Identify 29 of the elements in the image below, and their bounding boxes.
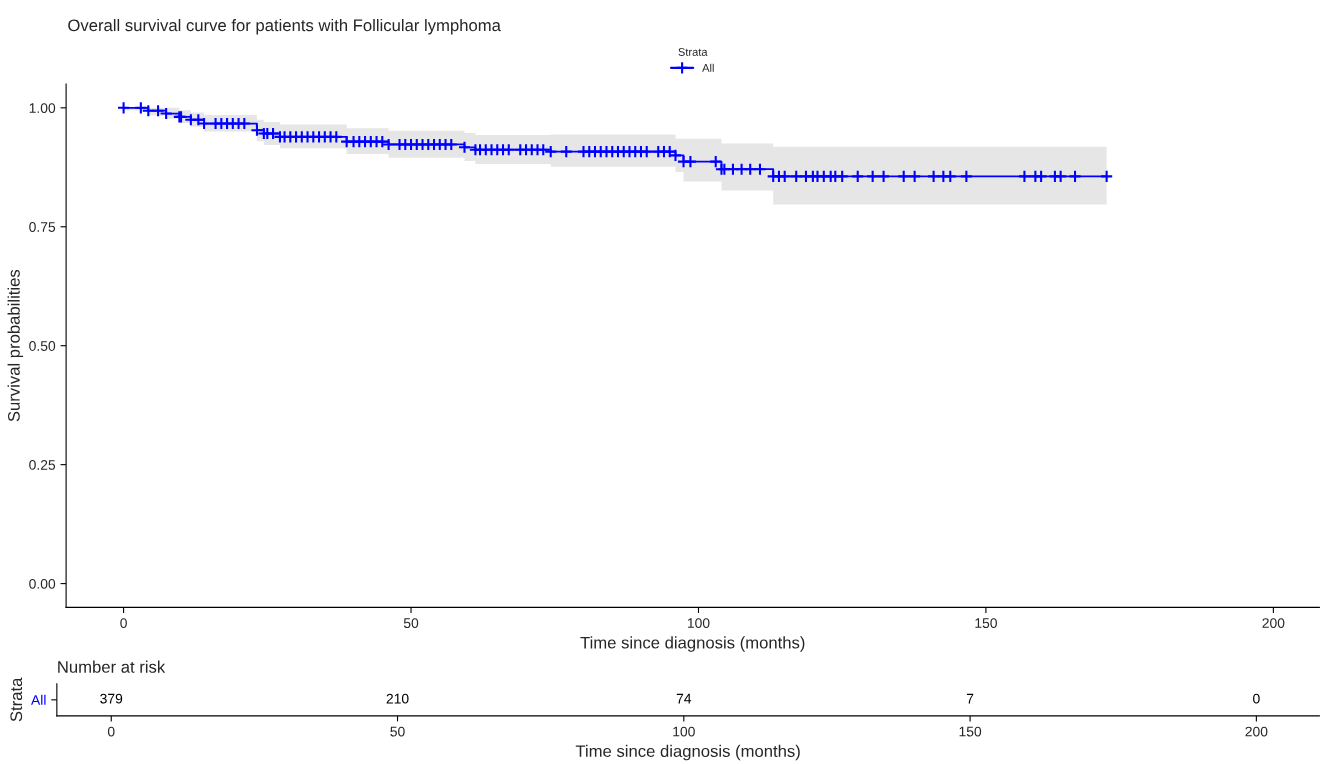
data-label: 74: [676, 693, 692, 704]
x-tick-label: 0: [107, 726, 115, 737]
y-tick-label: 0.75: [29, 222, 56, 232]
x-tick-label: 0: [120, 618, 127, 628]
y-tick-label: 0.50: [29, 341, 56, 351]
y-tick-label: All: [31, 694, 46, 705]
y-tick-label: 1.00: [29, 103, 56, 113]
data-label: 210: [386, 693, 409, 704]
x-tick-label: 100: [687, 618, 710, 628]
x-tick-label: 150: [975, 618, 997, 628]
data-label: 0: [1253, 693, 1260, 704]
x-axis-title: Time since diagnosis (months): [580, 636, 805, 652]
chart-title: Overall survival curve for patients with Follicular lymphoma: [68, 18, 501, 35]
y-tick-label: 0.00: [29, 578, 56, 589]
y-axis-title: Survival probabilities: [7, 269, 24, 422]
x-tick-label: 200: [1245, 726, 1268, 737]
x-tick-label: 100: [673, 726, 695, 737]
x-tick-label: 150: [959, 726, 982, 737]
x-tick-label: 50: [403, 618, 419, 628]
data-label: 7: [966, 693, 974, 704]
legend-label: All: [702, 63, 714, 72]
x-axis-title: Time since diagnosis (months): [575, 744, 800, 761]
legend-title: Strata: [678, 48, 708, 56]
x-tick-label: 50: [390, 726, 405, 737]
data-label: 379: [100, 693, 123, 704]
y-axis-title: Strata: [10, 677, 23, 722]
x-tick-label: 200: [1262, 618, 1285, 628]
y-tick-label: 0.25: [29, 459, 56, 470]
chart-title: Number at risk: [58, 660, 166, 673]
